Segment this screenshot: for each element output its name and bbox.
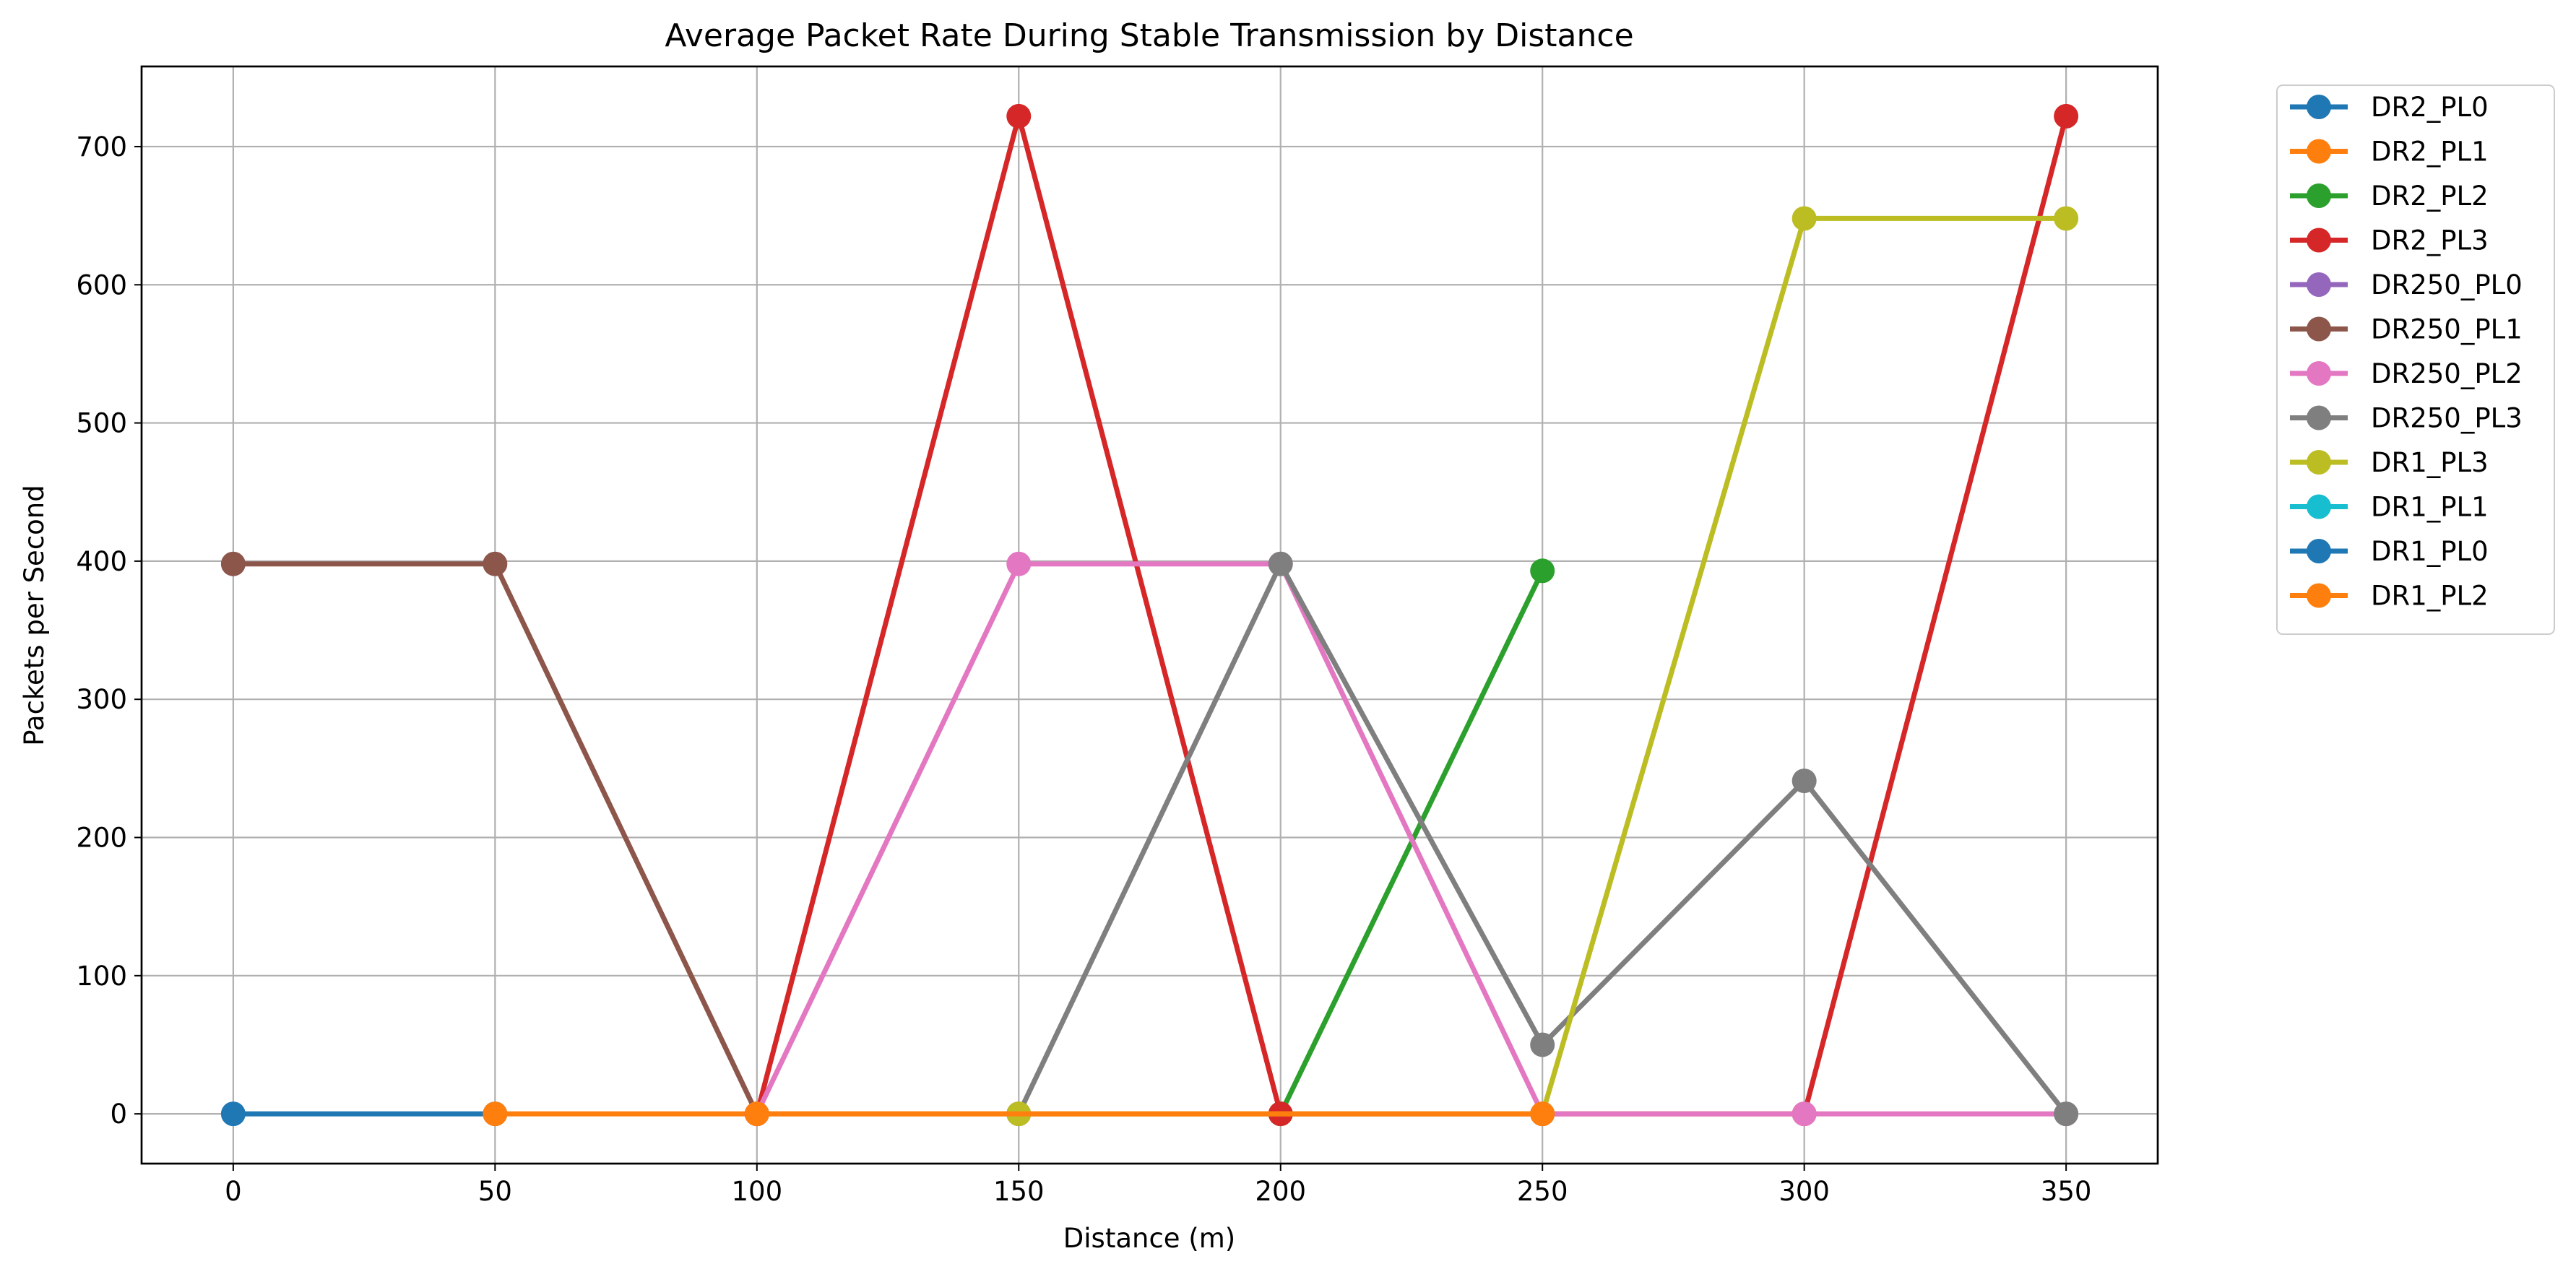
legend-item: DR250_PL2: [2290, 358, 2523, 389]
y-axis-label: Packets per Second: [19, 485, 50, 745]
legend-item: DR2_PL2: [2290, 181, 2489, 212]
x-tick-label: 100: [731, 1176, 782, 1207]
y-tick-label: 400: [76, 546, 127, 577]
legend-label: DR250_PL1: [2371, 314, 2523, 345]
chart-title: Average Packet Rate During Stable Transm…: [665, 17, 1633, 54]
y-tick-label: 300: [76, 684, 127, 715]
data-point: [220, 1101, 246, 1127]
y-tick-label: 200: [76, 823, 127, 854]
grid: [142, 66, 2158, 1164]
legend-marker: [2307, 272, 2331, 297]
data-point: [744, 1101, 769, 1127]
data-point: [1530, 558, 1555, 584]
legend-label: DR1_PL0: [2371, 536, 2489, 567]
legend-item: DR1_PL3: [2290, 447, 2489, 478]
legend-marker: [2307, 95, 2331, 119]
legend-item: DR250_PL0: [2290, 269, 2523, 300]
legend-marker: [2307, 361, 2331, 386]
x-tick-label: 250: [1517, 1176, 1568, 1207]
x-tick-label: 50: [478, 1176, 512, 1207]
x-tick-label: 350: [2041, 1176, 2092, 1207]
x-tick-label: 150: [993, 1176, 1045, 1207]
data-point: [220, 551, 246, 576]
data-point: [1006, 551, 1032, 576]
y-tick-label: 0: [110, 1099, 127, 1130]
legend-item: DR1_PL1: [2290, 492, 2489, 523]
legend-marker: [2307, 228, 2331, 253]
legend-marker: [2307, 539, 2331, 563]
data-point: [1268, 551, 1293, 576]
legend-marker: [2307, 405, 2331, 430]
legend-label: DR1_PL1: [2371, 492, 2489, 523]
legend-marker: [2307, 183, 2331, 208]
legend-item: DR1_PL0: [2290, 536, 2489, 567]
legend-label: DR2_PL3: [2371, 225, 2489, 256]
legend-label: DR2_PL0: [2371, 92, 2489, 123]
data-point: [483, 551, 508, 576]
data-point: [1530, 1032, 1555, 1057]
data-point: [483, 1101, 508, 1127]
data-point: [2054, 1101, 2079, 1127]
legend-marker: [2307, 139, 2331, 164]
plot-area-frame: [140, 65, 2159, 1165]
y-tick-label: 600: [76, 269, 127, 300]
x-tick-label: 0: [225, 1176, 242, 1207]
x-tick-label: 300: [1778, 1176, 1830, 1207]
legend-label: DR250_PL3: [2371, 403, 2523, 434]
data-point: [1791, 206, 1817, 231]
data-point: [1791, 769, 1817, 794]
data-point: [1006, 103, 1032, 129]
legend-item: DR250_PL1: [2290, 314, 2523, 345]
series-line: [754, 561, 2067, 1117]
series-dr250-pl1: [220, 551, 769, 1127]
legend-marker: [2307, 494, 2331, 519]
data-point: [1791, 1101, 1817, 1127]
y-tick-label: 700: [76, 131, 127, 163]
series-group: [220, 103, 2079, 1127]
legend-label: DR1_PL3: [2371, 447, 2489, 478]
legend-item: DR250_PL3: [2290, 403, 2523, 434]
legend-label: DR2_PL2: [2371, 181, 2489, 212]
y-tick-label: 100: [76, 961, 127, 992]
legend-marker: [2307, 316, 2331, 342]
legend-marker: [2307, 450, 2331, 475]
y-tick-label: 500: [76, 408, 127, 439]
legend-item: DR2_PL3: [2290, 225, 2489, 256]
data-point: [1530, 1101, 1555, 1127]
legend-item: DR2_PL1: [2290, 137, 2489, 168]
legend-label: DR2_PL1: [2371, 137, 2489, 168]
legend-label: DR1_PL2: [2371, 581, 2489, 612]
legend-label: DR250_PL2: [2371, 358, 2523, 389]
data-point: [2054, 103, 2079, 129]
x-axis-label: Distance (m): [1063, 1223, 1235, 1254]
legend-label: DR250_PL0: [2371, 269, 2523, 300]
x-tick-label: 200: [1255, 1176, 1306, 1207]
legend-box: [2276, 85, 2555, 635]
legend-item: DR1_PL2: [2290, 581, 2489, 612]
series-dr1-pl2: [744, 1101, 1555, 1127]
legend-marker: [2307, 583, 2331, 608]
data-point: [2054, 206, 2079, 231]
legend: DR2_PL0 DR2_PL1 DR2_PL2 DR2_PL3 DR250_PL0 DR2…: [2276, 85, 2555, 635]
axis-ticks: 0 50 100 150 200 250 300 350 0 100 200 300 400 500 600…: [76, 131, 2091, 1207]
legend-item: DR2_PL0: [2290, 92, 2489, 123]
